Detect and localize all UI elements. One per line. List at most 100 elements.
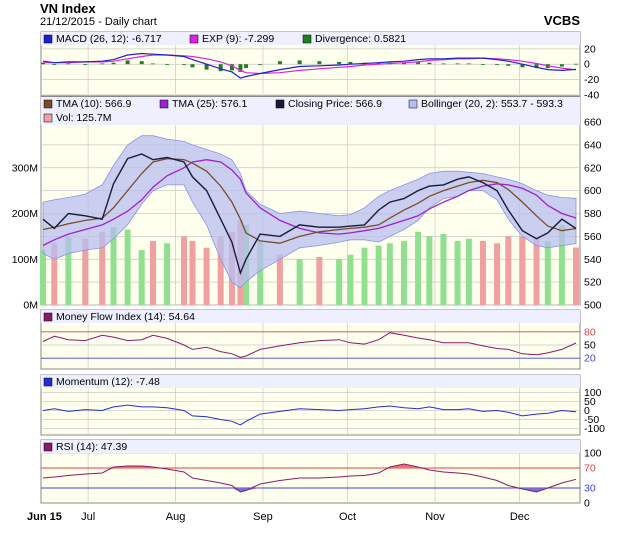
divergence-bar [218,64,223,72]
divergence-bar [480,64,485,66]
mfi-legend: Money Flow Index (14): 54.64 [41,310,580,323]
volume-bar [164,243,171,305]
momentum-tick-label: -100 [584,423,605,435]
divergence-bar [441,63,446,65]
volume-tick-label: 300M [12,162,38,174]
divergence-bar [244,64,249,69]
macd-legend: MACD (26, 12): -6.717 EXP (9): -7.299 Di… [41,32,580,45]
volume-tick-label: 200M [12,208,38,220]
macd-tick-label: 20 [584,43,596,55]
month-label: Oct [339,511,356,523]
rsi-tick-label: 70 [584,463,596,475]
volume-bar [479,240,486,305]
month-label: Jul [81,511,95,523]
price-tick-label: 600 [584,185,602,197]
divergence-bar [150,63,155,65]
divergence-bar [238,64,243,72]
rsi-legend-label: RSI (14): 47.39 [56,441,127,453]
volume-bar [296,259,303,305]
volume-bar [336,259,343,305]
rsi-line [42,463,577,493]
exp-legend-label: EXP (9): -7.299 [202,33,274,45]
momentum-tick-label: 100 [584,387,602,399]
volume-bar [276,254,283,305]
volume-bar [558,224,565,305]
volume-bar [454,240,461,305]
bollinger-swatch [408,99,418,109]
chart-source: VCBS [544,13,580,28]
divergence-bar [229,64,234,71]
price-tick-label: 500 [584,300,602,312]
price-tick-label: 660 [584,117,602,129]
rsi-tick-label: 100 [584,448,602,460]
divergence-bar [139,61,144,65]
volume-bar [189,240,196,305]
momentum-legend-label: Momentum (12): -7.48 [56,376,160,388]
tma25-legend-label: TMA (25): 576.1 [172,98,247,110]
volume-bar [51,243,58,305]
divergence-bar [427,62,432,65]
volume-bar [519,236,526,305]
vol-swatch [43,113,53,123]
mfi-legend-label: Money Flow Index (14): 54.64 [56,311,195,323]
axis-ticks: 200-20-40660640620600580560540520500300M… [12,43,605,523]
month-label: Sep [253,511,273,523]
volume-bar [217,236,224,305]
price-tick-label: 640 [584,139,602,151]
mfi-tick-label: 50 [584,340,596,352]
macd-legend-label: MACD (26, 12): -6.717 [56,33,162,45]
volume-bar [544,240,551,305]
momentum-tick-label: -50 [584,414,599,426]
divergence-bar [41,62,45,65]
rsi-tick-label: 0 [584,498,590,510]
chart-subtitle: 21/12/2015 - Daily chart [40,16,157,28]
volume-bar [573,247,579,305]
momentum-tick-label: 50 [584,396,596,408]
rsi-tick-label: 30 [584,483,596,495]
macd-tick-label: 0 [584,59,590,71]
divergence-bar [165,64,170,66]
divergence-bar [520,64,525,68]
divergence-bar [416,61,421,65]
divergence-bar [455,63,460,65]
divergence-bar [466,63,471,65]
volume-bar [465,238,472,305]
price-tick-label: 620 [584,162,602,174]
rsi-overbought-fill [102,467,114,468]
closing-price-line [42,153,577,276]
volume-bar [40,250,46,305]
volume-bar [138,250,145,305]
tma10-legend-label: TMA (10): 566.9 [56,98,131,110]
volume-bar [124,229,131,305]
divergence-bar [348,61,353,65]
divergence-bar [83,64,88,66]
chart-marks [40,52,579,493]
price-tick-label: 520 [584,277,602,289]
mfi-tick-label: 20 [584,353,596,365]
divergence-bar [111,62,116,65]
momentum-tick-label: 0 [584,405,590,417]
volume-bar [82,238,89,305]
chart-title: VN Index [40,1,96,16]
volume-tick-label: 0M [23,300,38,312]
price-legend: TMA (10): 566.9 TMA (25): 576.1 Closing … [41,97,580,125]
volume-bar [181,236,188,305]
divergence-legend-label: Divergence: 0.5821 [315,33,406,45]
exp-swatch [189,34,199,44]
divergence-swatch [302,34,312,44]
mfi-line [42,332,577,358]
month-label: Aug [166,511,186,523]
bollinger-band [42,135,577,289]
macd-tick-label: -40 [584,90,599,102]
divergence-bar [204,64,209,70]
divergence-bar [125,60,130,65]
volume-bar [149,240,156,305]
momentum-legend: Momentum (12): -7.48 [41,375,580,388]
momentum-line [42,404,577,426]
macd-swatch [43,34,53,44]
tma10-line [42,157,577,244]
macd-line [42,52,577,79]
volume-bar [400,240,407,305]
rsi-legend: RSI (14): 47.39 [41,440,580,453]
price-tick-label: 580 [584,208,602,220]
